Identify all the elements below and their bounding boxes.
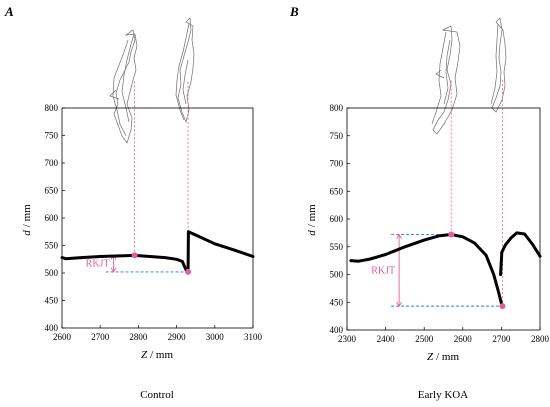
panel-b-letter: B — [289, 4, 299, 19]
chart-a-x-tick-label: 2600 — [53, 332, 72, 342]
chart-b-curve-segment-2 — [499, 231, 542, 276]
chart-b-y-ticks: 400 450 500 550 600 650 700 750 800 — [330, 103, 350, 335]
chart-a-y-tick-label: 550 — [45, 241, 59, 251]
chart-a-x-tick-label: 3100 — [244, 332, 263, 342]
chart-a-y-tick-label: 500 — [45, 268, 59, 278]
chart-a-x-tick-label: 2900 — [168, 332, 187, 342]
chart-a-y-tick-label: 650 — [45, 186, 59, 196]
chart-b-caption: Early KOA — [418, 389, 468, 401]
chart-b-markers — [448, 231, 506, 310]
chart-b-x-ticks: 2300 2400 2500 2600 2700 2800 — [338, 327, 550, 344]
chart-a-marker-2 — [185, 268, 192, 275]
chart-a-y-tick-label: 700 — [45, 158, 59, 168]
chart-a-y-tick-label: 800 — [45, 103, 59, 113]
chart-a-curve-segment-1 — [60, 253, 190, 274]
chart-b-plot-frame — [346, 107, 541, 331]
chart-b-marker-2 — [499, 303, 506, 310]
chart-a-caption: Control — [140, 389, 174, 401]
chart-a-x-tick-label: 3000 — [206, 332, 225, 342]
panel-b-point-cloud-right — [490, 17, 507, 113]
chart-a-marker-1 — [131, 252, 138, 259]
panel-a-point-cloud-left — [109, 29, 138, 144]
chart-b-x-tick-label: 2600 — [454, 334, 473, 344]
chart-a-y-axis-title: d/ mm — [21, 204, 33, 236]
chart-b-y-tick-label: 800 — [330, 103, 344, 113]
chart-b-y-tick-label: 500 — [330, 270, 344, 280]
chart-a-y-ticks: 400 450 500 550 600 650 700 750 800 — [45, 103, 65, 333]
chart-a-rkjt-label: RKJT — [86, 259, 110, 270]
chart-a-rkjt-arrow-head-bottom — [110, 267, 117, 273]
panel-a-point-cloud-right — [175, 17, 195, 124]
chart-a-y-tick-label: 400 — [45, 323, 59, 333]
panel-a-letter: A — [4, 4, 14, 19]
chart-a-guides: RKJT — [86, 80, 189, 273]
chart-b-rkjt-arrow-head-top — [396, 233, 402, 239]
chart-b-x-tick-label: 2500 — [415, 334, 434, 344]
chart-b-y-axis-title: d/ mm — [306, 204, 318, 236]
chart-a-series — [60, 230, 255, 274]
chart-b-y-tick-label: 750 — [330, 131, 344, 141]
chart-b-rkjt-arrow-head-bottom — [396, 301, 402, 307]
chart-b-rkjt-label: RKJT — [371, 265, 395, 276]
chart-a-y-tick-label: 600 — [45, 213, 59, 223]
chart-b-guides: RKJT — [371, 80, 503, 307]
chart-b-y-tick-label: 700 — [330, 159, 344, 169]
chart-b-x-tick-label: 2700 — [492, 334, 511, 344]
chart-b-x-axis-title: Z / mm — [427, 351, 459, 363]
chart-b-y-tick-label: 550 — [330, 242, 344, 252]
chart-b-y-tick-label: 400 — [330, 325, 344, 335]
chart-a-x-axis-title: Z / mm — [141, 349, 173, 361]
chart-a-curve-segment-2 — [186, 230, 255, 271]
chart-b-y-tick-label: 650 — [330, 186, 344, 196]
chart-a-x-tick-label: 2800 — [129, 332, 148, 342]
chart-a: 400 450 500 550 600 650 700 750 800 2600 2700 2800… — [21, 80, 263, 401]
chart-b-marker-1 — [448, 231, 455, 238]
chart-a-y-tick-label: 450 — [45, 296, 59, 306]
chart-b-x-tick-label: 2800 — [531, 334, 550, 344]
chart-a-x-ticks: 2600 2700 2800 2900 3000 3100 — [53, 325, 263, 342]
panel-b-point-cloud-left — [431, 25, 461, 135]
chart-b-x-tick-label: 2400 — [377, 334, 396, 344]
chart-b-y-tick-label: 450 — [330, 297, 344, 307]
chart-b-y-tick-label: 600 — [330, 214, 344, 224]
chart-a-plot-frame — [61, 107, 254, 329]
chart-b-x-tick-label: 2300 — [338, 334, 357, 344]
chart-a-x-tick-label: 2700 — [91, 332, 110, 342]
chart-a-markers — [131, 252, 192, 275]
chart-b: 400 450 500 550 600 650 700 750 800 2300 2400 2500… — [306, 80, 550, 401]
chart-a-y-tick-label: 750 — [45, 131, 59, 141]
